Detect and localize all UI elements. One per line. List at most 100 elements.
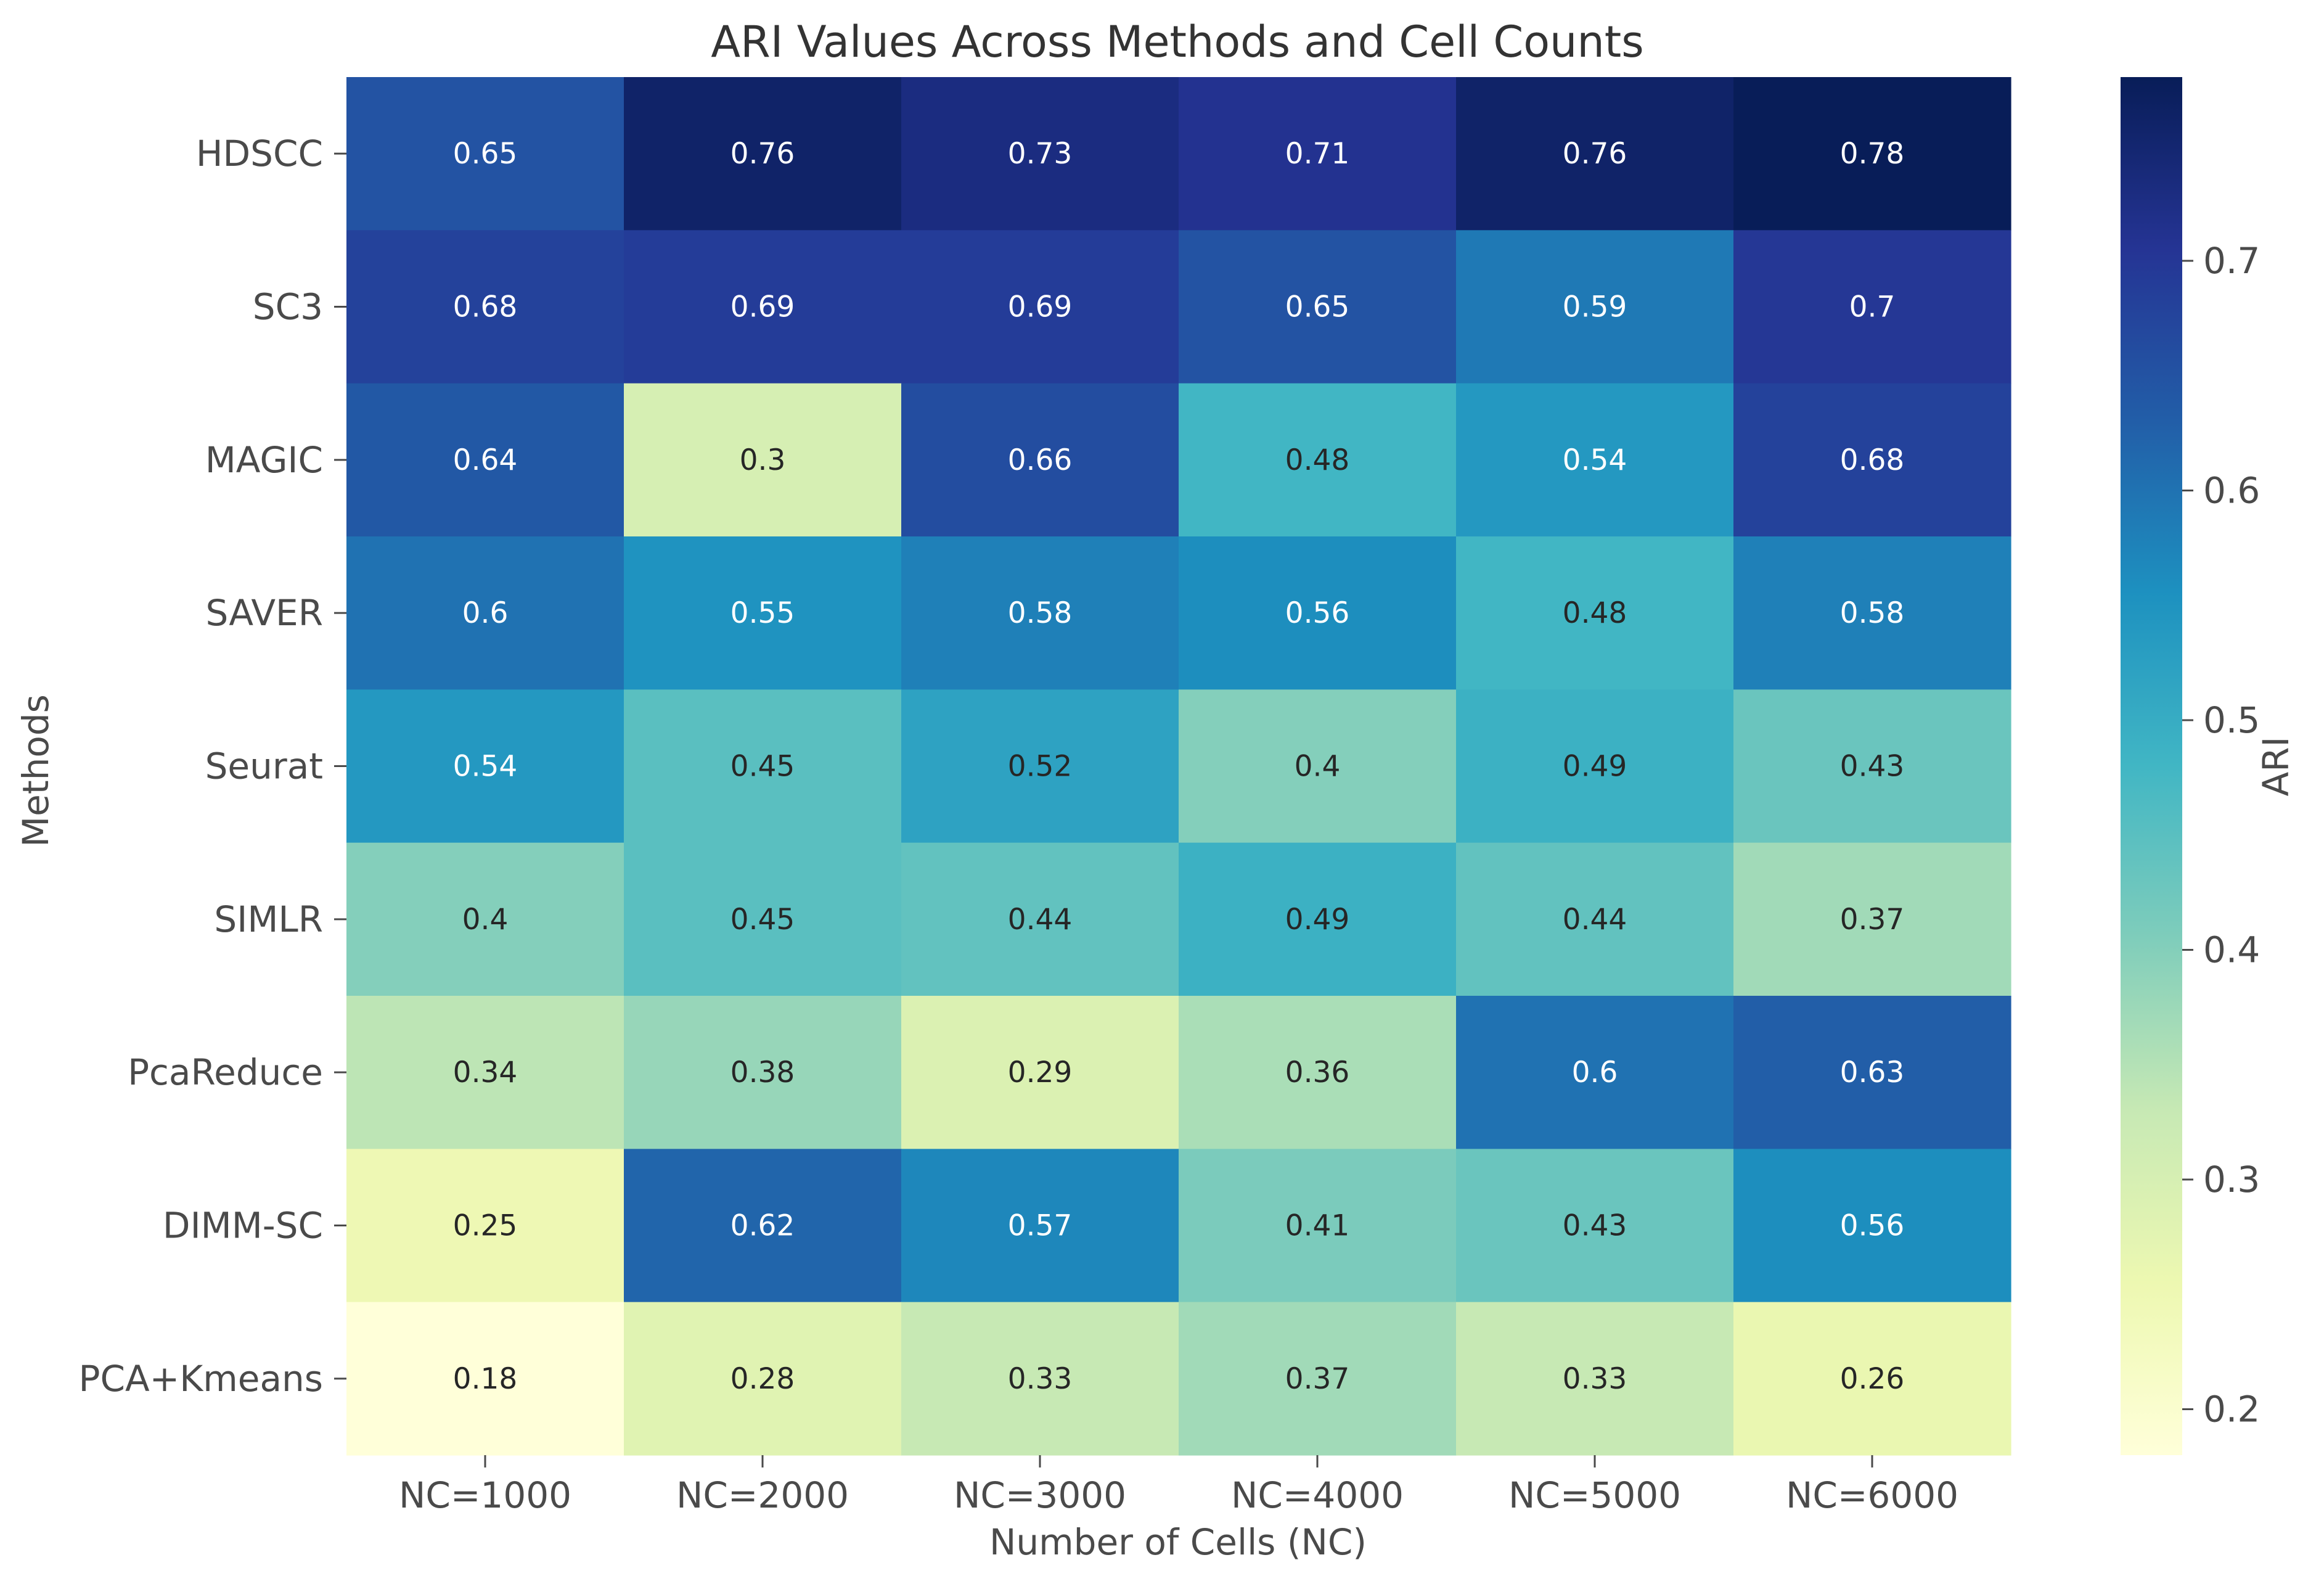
heatmap-cell [901, 77, 1179, 231]
heatmap-cell [346, 230, 624, 384]
cell-value-label: 0.18 [453, 1362, 518, 1396]
y-axis-label: Methods [15, 694, 57, 847]
heatmap-cell [1179, 996, 1457, 1149]
heatmap-cell [1733, 996, 2011, 1149]
cell-value-label: 0.73 [1008, 137, 1073, 171]
heatmap-cell [346, 996, 624, 1149]
x-axis-label: Number of Cells (NC) [989, 1521, 1367, 1563]
cell-value-label: 0.45 [730, 903, 795, 937]
cell-value-label: 0.64 [453, 443, 518, 477]
cell-value-label: 0.48 [1563, 596, 1627, 630]
heatmap-cell [901, 996, 1179, 1149]
heatmap-cell-labels: 0.65 0.76 0.73 0.71 0.76 0.78 0.68 0.69 0.69 0.65… [453, 137, 1905, 1396]
x-tick-label: NC=4000 [1231, 1474, 1404, 1516]
cell-value-label: 0.43 [1563, 1209, 1627, 1243]
cell-value-label: 0.37 [1285, 1362, 1350, 1396]
cell-value-label: 0.59 [1563, 290, 1627, 324]
cell-value-label: 0.71 [1285, 137, 1350, 171]
cell-value-label: 0.55 [730, 596, 795, 630]
cell-value-label: 0.6 [1572, 1056, 1618, 1090]
cell-value-label: 0.37 [1840, 903, 1905, 937]
heatmap-cell [1733, 689, 2011, 843]
cell-value-label: 0.48 [1285, 443, 1350, 477]
cell-value-label: 0.4 [1295, 750, 1341, 784]
heatmap-cell [1733, 230, 2011, 384]
heatmap-cell [1456, 689, 1734, 843]
colorbar [2121, 77, 2182, 1455]
cell-value-label: 0.69 [730, 290, 795, 324]
y-tick-label: SAVER [206, 592, 323, 634]
heatmap-cell [1179, 383, 1457, 537]
cell-value-label: 0.4 [462, 903, 509, 937]
cell-value-label: 0.54 [453, 750, 518, 784]
heatmap-cell [1456, 383, 1734, 537]
heatmap-cell [901, 842, 1179, 996]
heatmap-cell [1456, 996, 1734, 1149]
heatmap-cell [1733, 383, 2011, 537]
cell-value-label: 0.68 [453, 290, 518, 324]
x-tick-label: NC=5000 [1508, 1474, 1681, 1516]
colorbar-tick-label: 0.7 [2203, 240, 2260, 282]
colorbar-ticks: 0.2 0.3 0.4 0.5 0.6 0.7 [2182, 240, 2260, 1430]
x-tick-label: NC=6000 [1786, 1474, 1958, 1516]
heatmap-cell [346, 689, 624, 843]
heatmap-cells [346, 77, 2011, 1456]
heatmap-cell [346, 1302, 624, 1456]
cell-value-label: 0.28 [730, 1362, 795, 1396]
heatmap-cell [1179, 536, 1457, 690]
cell-value-label: 0.38 [730, 1056, 795, 1090]
y-tick-label: SIMLR [214, 898, 323, 940]
heatmap-cell [1733, 77, 2011, 231]
cell-value-label: 0.63 [1840, 1056, 1905, 1090]
cell-value-label: 0.25 [453, 1209, 518, 1243]
heatmap-cell [1456, 230, 1734, 384]
cell-value-label: 0.62 [730, 1209, 795, 1243]
heatmap-cell [1456, 1149, 1734, 1303]
cell-value-label: 0.36 [1285, 1056, 1350, 1090]
cell-value-label: 0.57 [1008, 1209, 1073, 1243]
colorbar-tick-label: 0.6 [2203, 470, 2260, 512]
heatmap-cell [1733, 1302, 2011, 1456]
heatmap-cell [1179, 1149, 1457, 1303]
cell-value-label: 0.44 [1563, 903, 1627, 937]
heatmap-cell [624, 1149, 902, 1303]
heatmap-cell [624, 1302, 902, 1456]
heatmap-cell [901, 1149, 1179, 1303]
cell-value-label: 0.44 [1008, 903, 1073, 937]
heatmap-cell [1179, 842, 1457, 996]
heatmap-cell [1456, 842, 1734, 996]
colorbar-label: ARI [2255, 736, 2297, 796]
cell-value-label: 0.43 [1840, 750, 1905, 784]
x-tick-label: NC=1000 [399, 1474, 571, 1516]
heatmap-cell [624, 230, 902, 384]
cell-value-label: 0.26 [1840, 1362, 1905, 1396]
x-tick-label: NC=3000 [954, 1474, 1126, 1516]
heatmap-cell [901, 536, 1179, 690]
heatmap-cell [346, 383, 624, 537]
cell-value-label: 0.66 [1008, 443, 1073, 477]
heatmap-cell [346, 1149, 624, 1303]
cell-value-label: 0.65 [453, 137, 518, 171]
cell-value-label: 0.49 [1563, 750, 1627, 784]
cell-value-label: 0.58 [1008, 596, 1073, 630]
heatmap-cell [624, 383, 902, 537]
x-tick-label: NC=2000 [676, 1474, 849, 1516]
cell-value-label: 0.76 [1563, 137, 1627, 171]
heatmap-cell [1179, 230, 1457, 384]
heatmap-cell [901, 1302, 1179, 1456]
cell-value-label: 0.49 [1285, 903, 1350, 937]
heatmap-cell [624, 536, 902, 690]
cell-value-label: 0.45 [730, 750, 795, 784]
heatmap-cell [1179, 1302, 1457, 1456]
cell-value-label: 0.78 [1840, 137, 1905, 171]
heatmap-cell [1179, 689, 1457, 843]
heatmap-cell [346, 77, 624, 231]
cell-value-label: 0.69 [1008, 290, 1073, 324]
heatmap-cell [624, 842, 902, 996]
cell-value-label: 0.33 [1008, 1362, 1073, 1396]
heatmap-cell [901, 230, 1179, 384]
heatmap-cell [1456, 1302, 1734, 1456]
cell-value-label: 0.52 [1008, 750, 1073, 784]
heatmap-cell [346, 842, 624, 996]
colorbar-tick-label: 0.3 [2203, 1159, 2260, 1200]
